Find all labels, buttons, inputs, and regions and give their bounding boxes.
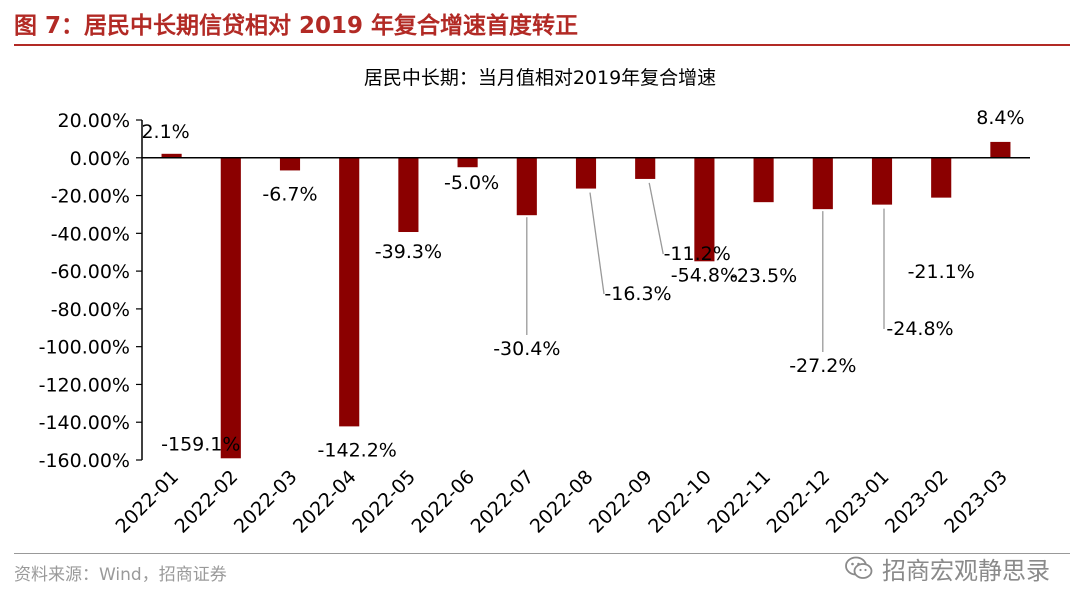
y-tick-label: -140.00%	[39, 412, 130, 434]
x-tick-label: 2022-06	[407, 466, 479, 538]
watermark-text: 招商宏观静思录	[882, 556, 1050, 585]
x-axis-labels: 2022-012022-022022-032022-042022-052022-…	[111, 466, 1011, 538]
bar-2023-03	[990, 141, 1011, 158]
x-tick-label: 2022-04	[289, 466, 361, 538]
x-tick-label: 2022-05	[348, 466, 420, 538]
wechat-icon	[845, 556, 873, 579]
data-label-2022-05: -39.3%	[375, 241, 442, 263]
bar-2022-04	[339, 157, 360, 427]
y-tick-label: -160.00%	[39, 450, 130, 472]
chart-container: 居民中长期：当月值相对2019年复合增速 20.00% 0.00% -20.00% -…	[0, 50, 1080, 555]
y-tick-label: -60.00%	[51, 261, 130, 283]
data-label-2023-01: -24.8%	[886, 318, 953, 340]
x-tick-label: 2022-08	[526, 466, 598, 538]
figure-header: 图 7：居民中长期信贷相对 2019 年复合增速首度转正	[14, 6, 1070, 44]
x-tick-label: 2022-02	[171, 466, 243, 538]
data-label-2022-06: -5.0%	[444, 172, 499, 194]
data-label-2022-07: -30.4%	[493, 338, 560, 360]
bar-2023-02	[931, 157, 952, 198]
x-tick-label: 2022-07	[467, 466, 539, 538]
bar-2022-10	[694, 157, 715, 262]
x-tick-label: 2023-01	[822, 466, 894, 538]
data-label-2022-04: -142.2%	[318, 439, 397, 461]
watermark: 招商宏观静思录	[844, 551, 1050, 585]
bars	[161, 141, 1011, 459]
bar-2022-05	[398, 157, 419, 233]
y-tick-label: -100.00%	[39, 337, 130, 359]
y-tick-label: -20.00%	[51, 186, 130, 208]
bar-2022-01	[161, 153, 182, 158]
x-tick-label: 2023-03	[940, 466, 1012, 538]
bar-chart: 居民中长期：当月值相对2019年复合增速 20.00% 0.00% -20.00% -…	[39, 67, 1030, 538]
data-label-2022-08: -16.3%	[604, 283, 671, 305]
data-labels: 2.1% -159.1% -6.7% -142.2% -39.3% -5.0% -30.4%…	[141, 107, 1024, 461]
figure-title: 图 7：居民中长期信贷相对 2019 年复合增速首度转正	[14, 13, 579, 39]
x-tick-label: 2022-09	[585, 466, 657, 538]
chart-title: 居民中长期：当月值相对2019年复合增速	[364, 67, 716, 89]
data-label-2022-02: -159.1%	[161, 433, 240, 455]
data-label-2022-03: -6.7%	[262, 183, 317, 205]
bar-2022-06	[457, 157, 478, 168]
data-label-2022-10: -54.8%	[671, 264, 738, 286]
y-tick-label: 0.00%	[70, 148, 130, 170]
x-tick-label: 2022-10	[644, 466, 716, 538]
label-leaders	[526, 182, 885, 352]
y-tick-label: 20.00%	[58, 110, 130, 132]
bar-2022-12	[812, 157, 833, 210]
x-tick-label: 2022-12	[763, 466, 835, 538]
bar-2022-07	[516, 157, 537, 216]
bar-2022-11	[753, 157, 774, 203]
bar-2022-09	[635, 157, 656, 179]
leader-line	[648, 182, 664, 255]
bar-2022-02	[220, 157, 241, 459]
data-label-2022-11: -23.5%	[730, 265, 797, 287]
data-label-2023-02: -21.1%	[908, 261, 975, 283]
title-rule	[14, 44, 1070, 46]
x-tick-label: 2022-03	[230, 466, 302, 538]
y-axis-ticks: 20.00% 0.00% -20.00% -40.00% -60.00% -80.00% -…	[39, 110, 142, 472]
y-tick-label: -120.00%	[39, 374, 130, 396]
data-label-2022-12: -27.2%	[789, 355, 856, 377]
data-label-2022-01: 2.1%	[141, 121, 189, 143]
x-tick-label: 2022-01	[111, 466, 183, 538]
bar-2022-08	[575, 157, 597, 189]
x-tick-label: 2022-11	[703, 466, 775, 538]
leader-line	[589, 192, 605, 295]
footer-rule	[14, 553, 1070, 554]
data-label-2023-03: 8.4%	[976, 107, 1024, 129]
data-label-2022-09: -11.2%	[664, 243, 731, 265]
y-tick-label: -40.00%	[51, 223, 130, 245]
bar-2023-01	[871, 157, 893, 205]
bar-2022-03	[279, 157, 301, 171]
source-note: 资料来源：Wind，招商证券	[14, 565, 227, 585]
y-tick-label: -80.00%	[51, 299, 130, 321]
x-tick-label: 2023-02	[881, 466, 953, 538]
